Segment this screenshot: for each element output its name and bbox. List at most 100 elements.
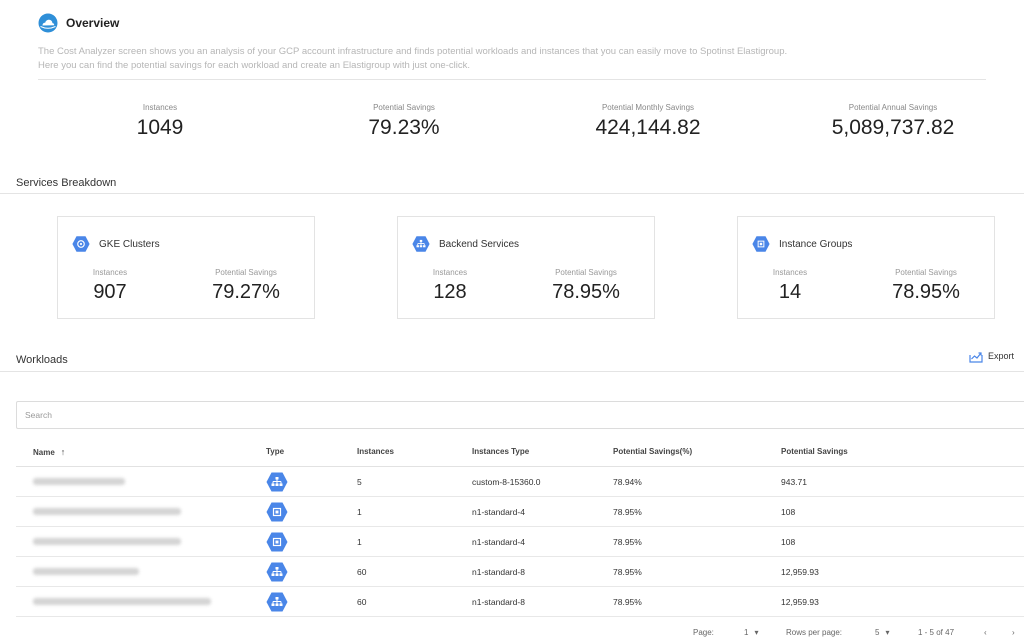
- table-row[interactable]: 60 n1-standard-8 78.95% 12,959.93: [16, 586, 1024, 617]
- card-instances-label: Instances: [92, 268, 128, 277]
- cell-type: [266, 496, 357, 527]
- cell-savings: 943.71: [781, 466, 1024, 497]
- card-savings-label: Potential Savings: [215, 268, 277, 277]
- cell-instances-type: n1-standard-8: [472, 586, 613, 617]
- card-title: Instance Groups: [779, 238, 853, 250]
- cell-savings-pct: 78.95%: [613, 556, 781, 587]
- stat-label: Instances: [142, 103, 178, 112]
- stat-value: 79.23%: [368, 116, 440, 139]
- page-select[interactable]: 1 ▾: [744, 628, 758, 637]
- stat-label: Potential Monthly Savings: [601, 103, 695, 112]
- column-header-savings-pct[interactable]: Potential Savings(%): [613, 437, 781, 467]
- workloads-title: Workloads: [16, 354, 68, 366]
- cell-instances: 5: [357, 466, 472, 497]
- card-instances-value: 128: [433, 281, 467, 303]
- cell-instances: 1: [357, 526, 472, 557]
- redacted-name: [33, 537, 181, 545]
- cell-type: [266, 556, 357, 587]
- backend-service-icon: [266, 592, 288, 612]
- cell-type: [266, 586, 357, 617]
- cell-name: [16, 586, 266, 617]
- workloads-divider: [0, 371, 1024, 372]
- column-header-savings[interactable]: Potential Savings: [781, 437, 1024, 467]
- card-instances-label: Instances: [432, 268, 468, 277]
- card-instances-value: 907: [93, 281, 127, 303]
- stat-value: 5,089,737.82: [831, 116, 955, 139]
- workloads-table: Name ↑ Type Instances Instances Type Pote…: [16, 437, 1024, 617]
- stat-label: Potential Annual Savings: [848, 103, 938, 112]
- service-card-gke[interactable]: GKE Clusters Instances 907 Potential Sav…: [57, 216, 315, 319]
- card-title: Backend Services: [439, 238, 520, 250]
- export-button[interactable]: Export: [968, 348, 1014, 364]
- page-label: Page:: [693, 628, 714, 637]
- card-header: GKE Clusters: [72, 235, 160, 253]
- table-row[interactable]: 1 n1-standard-4 78.95% 108: [16, 526, 1024, 557]
- cell-savings-pct: 78.95%: [613, 526, 781, 557]
- card-instances: Instances 128: [405, 268, 495, 304]
- services-breakdown-title: Services Breakdown: [16, 177, 117, 189]
- column-header-name[interactable]: Name ↑: [16, 437, 266, 467]
- instance-group-icon: [266, 532, 288, 552]
- column-header-instances[interactable]: Instances: [357, 437, 472, 467]
- card-savings-label: Potential Savings: [555, 268, 617, 277]
- chevron-down-icon: ▾: [754, 628, 759, 637]
- cell-instances-type: n1-standard-4: [472, 526, 613, 557]
- card-instances: Instances 14: [745, 268, 835, 304]
- service-card-backend[interactable]: Backend Services Instances 128 Potential…: [397, 216, 655, 319]
- cell-instances-type: n1-standard-4: [472, 496, 613, 527]
- description-line-1: The Cost Analyzer screen shows you an an…: [38, 46, 788, 57]
- cell-instances-type: n1-standard-8: [472, 556, 613, 587]
- table-row[interactable]: 60 n1-standard-8 78.95% 12,959.93: [16, 556, 1024, 587]
- chevron-down-icon: ▾: [885, 628, 890, 637]
- stat-value: 1049: [136, 116, 184, 139]
- table-header-row: Name ↑ Type Instances Instances Type Pote…: [16, 437, 1024, 467]
- stat-potential-savings: Potential Savings 79.23%: [334, 103, 474, 140]
- cell-savings: 12,959.93: [781, 556, 1024, 587]
- table-row[interactable]: 1 n1-standard-4 78.95% 108: [16, 496, 1024, 527]
- redacted-name: [33, 597, 211, 605]
- redacted-name: [33, 507, 181, 515]
- card-title: GKE Clusters: [99, 238, 160, 250]
- cell-instances-type: custom-8-15360.0: [472, 466, 613, 497]
- rows-per-page-select[interactable]: 5 ▾: [875, 628, 889, 637]
- cell-savings-pct: 78.94%: [613, 466, 781, 497]
- stat-instances: Instances 1049: [100, 103, 220, 140]
- rows-per-page-value: 5: [875, 628, 880, 637]
- rows-per-page-label: Rows per page:: [786, 628, 843, 637]
- cell-type: [266, 526, 357, 557]
- column-header-type[interactable]: Type: [266, 437, 357, 467]
- page-title: Overview: [66, 16, 120, 30]
- previous-page-icon[interactable]: ‹: [984, 628, 987, 637]
- redacted-name: [33, 477, 125, 485]
- backend-service-icon: [412, 235, 430, 253]
- card-header: Instance Groups: [752, 235, 852, 253]
- cell-name: [16, 466, 266, 497]
- export-label: Export: [988, 351, 1015, 361]
- card-header: Backend Services: [412, 235, 519, 253]
- overview-description: The Cost Analyzer screen shows you an an…: [38, 45, 938, 72]
- next-page-icon[interactable]: ›: [1012, 628, 1015, 637]
- card-instances-label: Instances: [772, 268, 808, 277]
- service-card-instance-groups[interactable]: Instance Groups Instances 14 Potential S…: [737, 216, 995, 319]
- card-savings-value: 79.27%: [212, 281, 280, 303]
- card-instances: Instances 907: [65, 268, 155, 304]
- column-header-instances-type[interactable]: Instances Type: [472, 437, 613, 467]
- cell-name: [16, 526, 266, 557]
- page-range: 1 - 5 of 47: [918, 628, 955, 637]
- column-name-label: Name: [33, 447, 55, 457]
- cell-savings-pct: 78.95%: [613, 496, 781, 527]
- backend-service-icon: [266, 472, 288, 492]
- card-savings-value: 78.95%: [552, 281, 620, 303]
- cell-savings-pct: 78.95%: [613, 586, 781, 617]
- card-savings-label: Potential Savings: [895, 268, 957, 277]
- cloud-logo-icon: [38, 13, 58, 33]
- table-row[interactable]: 5 custom-8-15360.0 78.94% 943.71: [16, 466, 1024, 497]
- cell-name: [16, 556, 266, 587]
- sort-ascending-icon[interactable]: ↑: [60, 446, 66, 457]
- instance-group-icon: [752, 235, 770, 253]
- cell-name: [16, 496, 266, 527]
- page-select-value: 1: [744, 628, 749, 637]
- stat-monthly-savings: Potential Monthly Savings 424,144.82: [568, 103, 728, 140]
- search-input[interactable]: [16, 401, 1024, 429]
- cell-savings: 12,959.93: [781, 586, 1024, 617]
